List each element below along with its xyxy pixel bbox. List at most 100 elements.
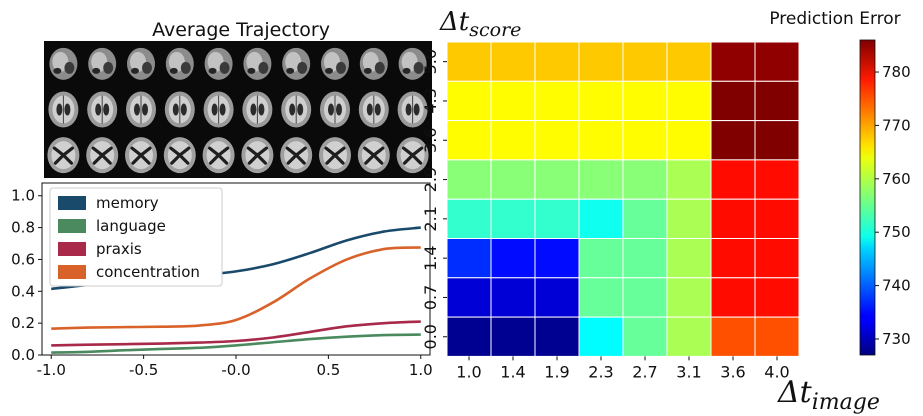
heatmap-cell [534, 41, 580, 82]
heatmap-cell [446, 316, 492, 357]
legend-label-language: language [96, 217, 166, 235]
heatmap-cell [710, 120, 756, 161]
heatmap-cell [622, 120, 668, 161]
heatmap-y-tick-label: 2.9 [421, 167, 440, 192]
heatmap-x-axis-label: Δtimage [777, 375, 880, 415]
heatmap-cell [578, 316, 624, 357]
heatmap-cell [578, 238, 624, 279]
heatmap-x-tick-label: 1.4 [500, 362, 525, 381]
heatmap-cell [666, 120, 712, 161]
heatmap-x-tick-label: 1.0 [456, 362, 481, 381]
heatmap-cell [490, 80, 536, 122]
heatmap-cell [754, 277, 800, 318]
y-label-base: Δt [439, 7, 470, 37]
heatmap-cell [534, 159, 580, 200]
heatmap-x-tick-label: 3.6 [720, 362, 745, 381]
series-line-language [51, 333, 421, 354]
heatmap-cell [754, 238, 800, 279]
heatmap-cell [754, 316, 800, 357]
series-line-concentration [51, 246, 421, 331]
heatmap-cell [490, 316, 536, 357]
mri-image-strip [44, 41, 432, 178]
heatmap-y-tick-label: 0.7 [421, 285, 440, 310]
heatmap-cell [490, 238, 536, 279]
brain-slice-image [203, 91, 234, 128]
heatmap-cell [490, 41, 536, 82]
heatmap-cell [710, 159, 756, 200]
y-tick-label: 0.4 [11, 282, 35, 300]
brain-slice-image [163, 137, 196, 174]
brain-slice-image [165, 47, 194, 80]
colorbar-tick-label: 740 [882, 277, 911, 295]
brain-slice-image [241, 137, 274, 174]
heatmap-y-axis-label: Δtscore [439, 7, 521, 41]
heatmap-cell [534, 120, 580, 161]
series-line-praxis [51, 320, 421, 347]
heatmap-cell [622, 159, 668, 200]
heatmap-y-tick-label: 5.0 [421, 49, 440, 74]
heatmap-x-tick-label: 3.1 [676, 362, 701, 381]
heatmap-cell [578, 41, 624, 82]
brain-slice-image [87, 91, 118, 128]
heatmap-x-ticks: 1.0 1.4 1.9 2.3 2.7 3.1 3.6 4.0 [456, 356, 790, 381]
heatmap-x-tick-label: 2.3 [588, 362, 613, 381]
brain-slice-image [243, 47, 272, 80]
heatmap-cell [446, 238, 492, 279]
heatmap-cell [446, 120, 492, 161]
legend: memory language praxis concentration [49, 187, 223, 287]
heatmap-cell [666, 238, 712, 279]
heatmap-cell [666, 198, 712, 239]
heatmap-x-tick-label: 4.0 [764, 362, 789, 381]
legend-swatch-concentration [58, 265, 86, 279]
brain-slice-image [320, 91, 350, 128]
heatmap-cell [666, 277, 712, 318]
colorbar-tick-label: 730 [882, 330, 911, 348]
heatmap-cell [446, 277, 492, 318]
left-chart-title: Average Trajectory [152, 19, 330, 41]
heatmap-x-tick-label: 2.7 [632, 362, 657, 381]
heatmap-cell [710, 277, 756, 318]
heatmap-cell [578, 277, 624, 318]
x-tick-label: 0.5 [316, 361, 340, 379]
brain-slice-image [398, 47, 427, 80]
legend-swatch-praxis [58, 242, 86, 256]
heatmap-title: Prediction Error [769, 9, 900, 29]
heatmap-cell [534, 80, 580, 122]
heatmap-cell [622, 277, 668, 318]
heatmap-cell [622, 316, 668, 357]
heatmap-cell [534, 198, 580, 239]
heatmap-cell [666, 80, 712, 122]
heatmap-y-ticks: 0.0 0.7 1.4 2.1 2.9 3.6 4.3 5.0 [421, 49, 447, 349]
heatmap-cell [754, 120, 800, 161]
brain-slice-image [359, 47, 388, 80]
brain-slice-image [88, 47, 117, 80]
heatmap-y-tick-label: 1.4 [421, 245, 440, 270]
heatmap-cell [534, 316, 580, 357]
heatmap-cell [446, 198, 492, 239]
colorbar-tick-label: 770 [882, 116, 911, 134]
heatmap-cell [446, 159, 492, 200]
y-label-sub: score [469, 19, 521, 41]
trajectory-plot: 0.0 0.2 0.4 0.6 0.8 1.0 -1.0 -0.5 -0.0 0.5 1.0 me… [11, 182, 433, 379]
brain-slice-image [281, 91, 312, 128]
heatmap-cell [622, 41, 668, 82]
colorbar-tick-label: 760 [882, 170, 911, 188]
heatmap-cell [490, 277, 536, 318]
heatmap-cell [534, 238, 580, 279]
x-tick-label: -1.0 [37, 361, 66, 379]
brain-slice-image [280, 137, 313, 174]
legend-swatch-language [58, 219, 86, 233]
x-tick-label: -0.0 [221, 361, 250, 379]
heatmap-cell [754, 159, 800, 200]
y-tick-label: 0.2 [11, 314, 35, 332]
heatmap-cell [622, 238, 668, 279]
x-axis-ticks: -1.0 -0.5 -0.0 0.5 1.0 [37, 355, 433, 379]
colorbar-ticks: 730 740 750 760 770 780 [875, 63, 911, 348]
heatmap-cell [710, 238, 756, 279]
brain-slice-image [49, 47, 78, 80]
heatmap-cell [666, 159, 712, 200]
brain-slice-image [282, 47, 311, 80]
legend-swatch-memory [58, 196, 86, 210]
heatmap-cell [534, 277, 580, 318]
